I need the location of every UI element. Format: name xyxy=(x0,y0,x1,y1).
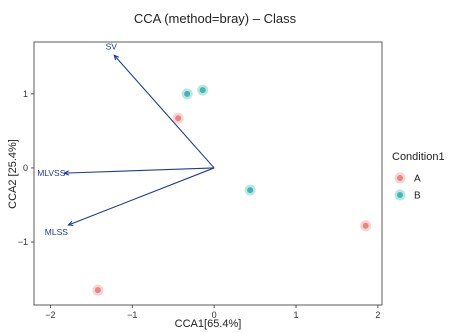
legend-title: Condition1 xyxy=(392,151,445,163)
vector-arrowhead xyxy=(63,170,70,176)
legend-key-a xyxy=(397,175,403,181)
y-axis-title: CCA2 [25.4%] xyxy=(7,139,19,209)
point-a xyxy=(362,222,369,229)
y-tick-label: 0 xyxy=(23,163,28,173)
y-axis: −1 0 1 xyxy=(18,89,34,247)
plot-panel xyxy=(33,41,383,306)
legend: Condition1 AB xyxy=(392,151,445,202)
biplot-vectors: SV MLVSS MLSS xyxy=(37,41,215,237)
vector-line-sv xyxy=(113,54,215,169)
point-a xyxy=(175,115,182,122)
vector-line-mlvss xyxy=(64,167,215,174)
x-tick-label: −1 xyxy=(127,310,137,320)
x-axis-title: CCA1[65.4%] xyxy=(175,318,242,330)
y-tick-label: −1 xyxy=(18,237,28,247)
point-a xyxy=(94,287,101,294)
x-tick-label: 1 xyxy=(294,310,299,320)
x-tick-label: 2 xyxy=(375,310,380,320)
y-tick-label: 1 xyxy=(23,89,28,99)
vector-label-mlvss: MLVSS xyxy=(37,168,66,178)
legend-key-b xyxy=(397,192,403,198)
x-tick-label: −2 xyxy=(45,310,55,320)
vector-arrowhead xyxy=(67,220,74,226)
point-b xyxy=(247,187,254,194)
legend-items: AB xyxy=(394,172,421,202)
sample-points xyxy=(92,84,372,296)
vector-line-mlss xyxy=(68,167,215,226)
x-tick-label: 0 xyxy=(212,310,217,320)
vector-label-sv: SV xyxy=(106,41,118,51)
legend-label-a: A xyxy=(414,174,421,185)
chart-title: CCA (method=bray) – Class xyxy=(134,11,297,26)
vector-arrowhead xyxy=(113,54,120,61)
point-b xyxy=(184,90,191,97)
x-axis: −2 −1 0 1 2 xyxy=(45,305,380,320)
legend-label-b: B xyxy=(414,191,421,202)
vector-label-mlss: MLSS xyxy=(45,227,68,237)
point-b xyxy=(199,87,206,94)
